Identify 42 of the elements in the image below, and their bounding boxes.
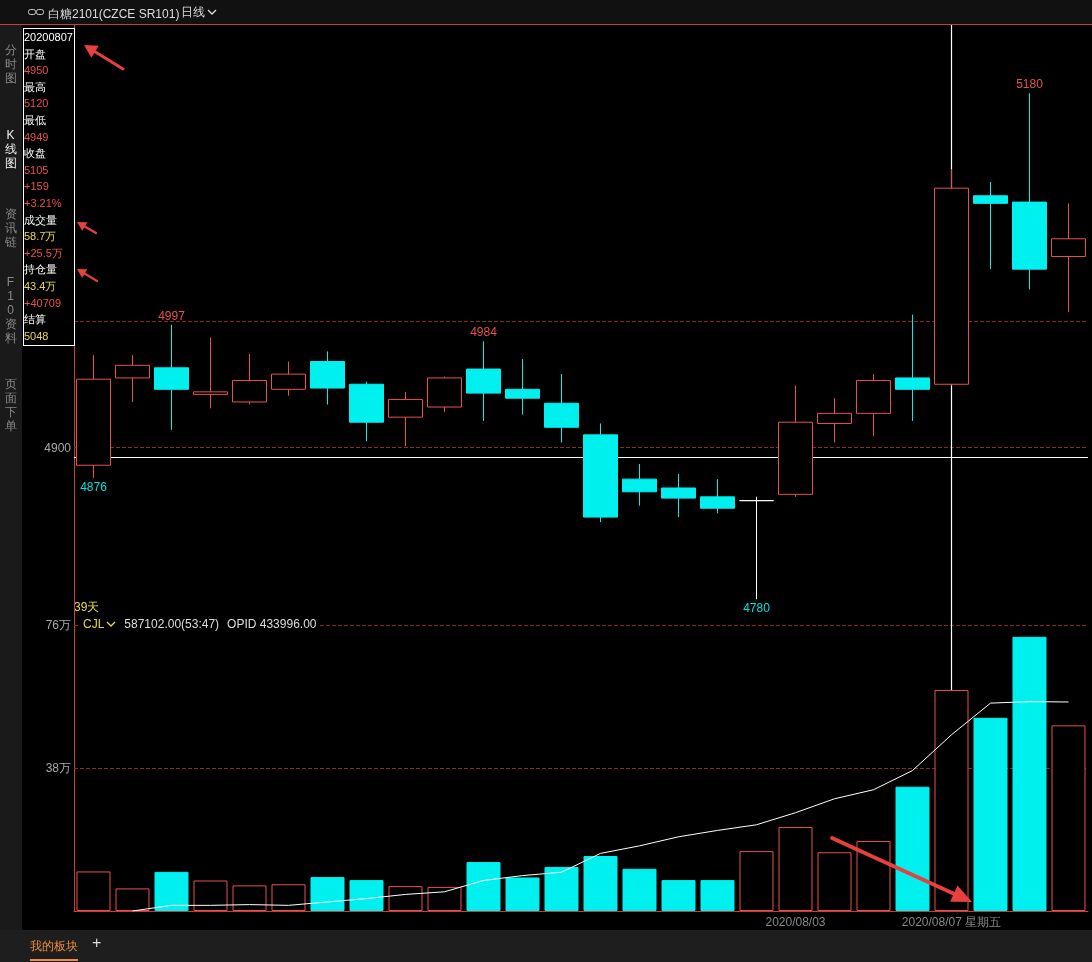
- annotation: 5180: [1016, 77, 1044, 92]
- annotation: 4780: [743, 601, 771, 616]
- y-tick-label: 38万: [45, 760, 71, 775]
- x-tick-label: 2020/08/07 星期五: [901, 915, 1002, 929]
- annotation: OPID 433996.00: [227, 617, 317, 631]
- text: +3.21%: [24, 195, 63, 211]
- text: 20200807: [24, 30, 74, 45]
- chart-subtitle: 日线: [181, 4, 206, 21]
- text: 分时图: [4, 43, 17, 85]
- text: 5048: [24, 328, 50, 344]
- text: 5105: [24, 162, 50, 178]
- text: 收盘: [24, 146, 47, 162]
- annotation: 4984: [470, 325, 498, 340]
- text: 39天: [74, 600, 100, 614]
- text: 资讯链: [4, 207, 17, 249]
- text: +: [92, 934, 102, 952]
- text: 4949: [24, 129, 50, 145]
- x-tick-label: 2020/08/03: [765, 915, 826, 929]
- text: +25.5万: [24, 245, 64, 261]
- text: 最低: [24, 112, 47, 128]
- text: 58.7万: [24, 229, 58, 245]
- text: 持仓量: [24, 262, 58, 278]
- text: 开盘: [24, 46, 47, 62]
- text: 4950: [24, 63, 50, 79]
- text: 我的板块: [30, 938, 78, 961]
- text: 最高: [24, 79, 47, 95]
- text: +40709: [24, 295, 62, 311]
- annotation: 4997: [158, 308, 186, 323]
- text: +159: [24, 179, 50, 195]
- text: K线图: [4, 128, 17, 170]
- text: 成交量: [24, 212, 58, 228]
- chart-title: 白糖2101(CZCE SR101): [48, 6, 180, 23]
- annotation: 4876: [80, 479, 108, 494]
- y-tick-label: 76万: [45, 617, 71, 632]
- ref-line-label: 4900: [44, 440, 72, 455]
- text: 5120: [24, 96, 50, 112]
- text: 页面下单: [4, 377, 17, 433]
- text: 结算: [24, 312, 47, 328]
- annotation: 587102.00(53:47): [124, 617, 220, 631]
- annotation: CJL: [83, 617, 105, 631]
- text: 43.4万: [24, 278, 58, 294]
- text: F10资料: [4, 275, 17, 345]
